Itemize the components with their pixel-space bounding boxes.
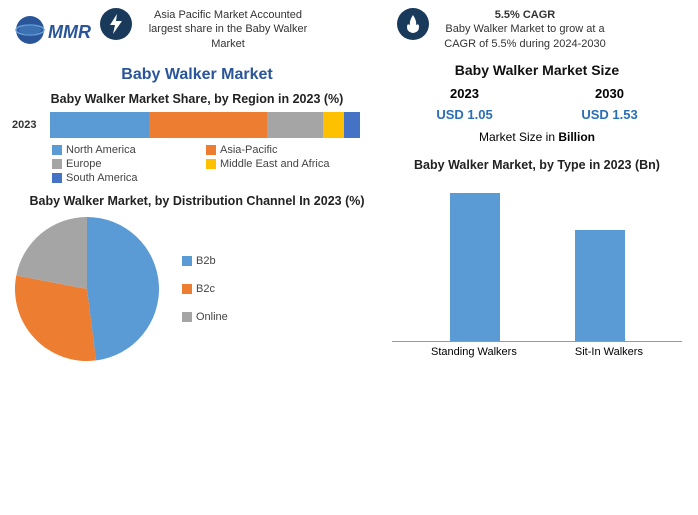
legend-swatch [52,145,62,155]
region-bar [50,112,360,138]
callout-region: Asia Pacific Market Accounted largest sh… [100,8,389,51]
pie-legend: B2b B2c Online [182,255,228,323]
dist-chart: B2b B2c Online [12,214,382,364]
type-chart-labels: Standing Walkers Sit-In Walkers [392,346,682,358]
legend-swatch [52,159,62,169]
region-row-label: 2023 [12,119,50,131]
region-seg-south-america [344,112,360,138]
bolt-icon [100,8,132,40]
type-chart [392,182,682,342]
market-size-note: Market Size in Billion [392,130,682,144]
logo: MMR [12,8,92,58]
legend-swatch [206,145,216,155]
note-prefix: Market Size in [479,130,558,144]
dist-chart-title: Baby Walker Market, by Distribution Chan… [12,194,382,208]
region-seg-north-america [50,112,149,138]
legend-item: B2b [182,255,228,267]
legend-item: South America [52,172,192,184]
note-bold: Billion [558,130,595,144]
callout-region-text: Asia Pacific Market Accounted largest sh… [138,8,318,51]
legend-swatch [182,256,192,266]
region-chart: 2023 [12,112,382,138]
svg-text:MMR: MMR [48,22,91,42]
year-0: 2023 [450,86,479,101]
market-size: Baby Walker Market Size 2023 2030 USD 1.… [392,62,682,144]
legend-item: Middle East and Africa [206,158,346,170]
legend-item: Europe [52,158,192,170]
legend-swatch [182,312,192,322]
market-size-years: 2023 2030 [392,86,682,101]
legend-label: Asia-Pacific [220,144,277,156]
region-chart-title: Baby Walker Market Share, by Region in 2… [12,92,382,106]
legend-label: Online [196,311,228,323]
legend-item: B2c [182,283,228,295]
pie-svg [12,214,162,364]
cagr-title: 5.5% CAGR [435,8,615,22]
legend-label: North America [66,144,136,156]
legend-label: B2c [196,283,215,295]
region-seg-middle-east-and-africa [323,112,345,138]
type-bar-label: Standing Walkers [431,346,517,358]
cagr-body: Baby Walker Market to grow at a CAGR of … [435,22,615,51]
type-chart-title: Baby Walker Market, by Type in 2023 (Bn) [392,158,682,172]
flame-icon [397,8,429,40]
region-seg-europe [267,112,323,138]
legend-swatch [206,159,216,169]
legend-label: B2b [196,255,216,267]
left-column: Baby Walker Market Baby Walker Market Sh… [12,62,382,364]
legend-item: Online [182,311,228,323]
legend-item: Asia-Pacific [206,144,346,156]
legend-label: Middle East and Africa [220,158,329,170]
legend-item: North America [52,144,192,156]
pie-slice-b2b [87,217,159,360]
year-1: 2030 [595,86,624,101]
header: MMR Asia Pacific Market Accounted larges… [0,0,698,62]
val-0: USD 1.05 [436,107,492,122]
type-bar-1 [575,230,625,341]
main-title: Baby Walker Market [12,66,382,84]
type-bar-0 [450,193,500,341]
callout-cagr: 5.5% CAGR Baby Walker Market to grow at … [397,8,686,51]
market-size-values: USD 1.05 USD 1.53 [392,107,682,122]
legend-label: South America [66,172,138,184]
legend-swatch [182,284,192,294]
val-1: USD 1.53 [581,107,637,122]
main: Baby Walker Market Baby Walker Market Sh… [0,62,698,364]
region-legend: North America Asia-Pacific Europe Middle Ea… [12,144,382,184]
callout-cagr-text: 5.5% CAGR Baby Walker Market to grow at … [435,8,615,51]
type-bar-label: Sit-In Walkers [575,346,643,358]
right-column: Baby Walker Market Size 2023 2030 USD 1.… [382,62,682,364]
legend-label: Europe [66,158,101,170]
legend-swatch [52,173,62,183]
region-seg-asia-pacific [149,112,267,138]
market-size-title: Baby Walker Market Size [392,62,682,78]
